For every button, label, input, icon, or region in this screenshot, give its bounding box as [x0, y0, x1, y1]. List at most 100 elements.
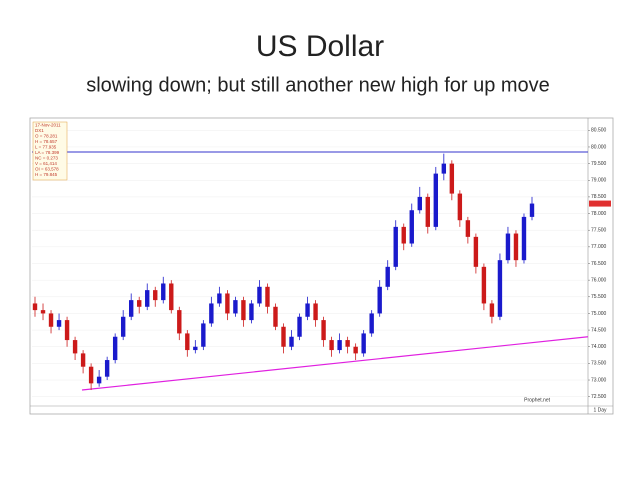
candle-body	[88, 366, 94, 384]
candle-body	[449, 163, 455, 194]
candle-body	[265, 286, 270, 307]
last-price-tag	[589, 200, 611, 207]
candle-body	[401, 226, 406, 244]
candle-body	[505, 233, 511, 261]
info-line: L = 77.935	[35, 145, 57, 150]
chart-frame	[29, 117, 614, 415]
y-tick-label: 77.500	[591, 228, 607, 234]
y-tick-label: 74.000	[591, 344, 607, 350]
candle-body	[273, 306, 278, 327]
info-line: OI = 63,578	[35, 167, 59, 172]
y-tick-label: 76.000	[591, 277, 607, 283]
candle-body	[281, 326, 286, 347]
candle-body	[529, 203, 535, 217]
chart-subtitle: slowing down; but still another new high…	[86, 74, 550, 96]
y-tick-label: 73.500	[591, 361, 607, 367]
watermark: Prophet.net	[524, 397, 550, 403]
candle-body	[128, 300, 134, 317]
candle-body	[361, 333, 366, 354]
y-tick-label: 75.500	[591, 294, 607, 300]
candle-body	[353, 346, 358, 354]
candle-body	[72, 340, 78, 354]
candle-body	[425, 196, 430, 227]
y-tick-label: 78.500	[591, 194, 607, 200]
y-tick-label: 73.000	[591, 377, 607, 383]
candle-body	[104, 360, 110, 377]
candle-body	[40, 310, 46, 314]
trend-line	[81, 336, 589, 391]
candle-body	[96, 376, 102, 384]
candle-body	[209, 303, 214, 324]
candle-body	[64, 320, 70, 341]
candle-body	[321, 320, 326, 341]
y-tick-label: 72.500	[591, 394, 607, 400]
candle-body	[345, 340, 350, 347]
candle-body	[217, 293, 222, 304]
candle-body	[137, 300, 142, 307]
info-line: H = 78.657	[35, 139, 58, 144]
candle-body	[145, 290, 150, 307]
candle-body	[441, 163, 447, 174]
candle-body	[241, 300, 246, 321]
candle-body	[185, 333, 190, 351]
candle-body	[120, 316, 126, 337]
candle-body	[297, 316, 302, 337]
candle-body	[112, 336, 118, 361]
candle-body	[169, 283, 174, 311]
candle-body	[385, 266, 390, 287]
candle-body	[80, 353, 86, 367]
candle-body	[433, 173, 439, 227]
info-box	[32, 121, 68, 181]
y-tick-label: 78.000	[591, 211, 607, 217]
candle-body	[497, 260, 503, 317]
candle-body	[225, 293, 230, 314]
candle-body	[457, 193, 463, 221]
candle-body	[32, 303, 38, 311]
candle-body	[233, 300, 238, 314]
y-tick-label: 80.500	[591, 128, 607, 134]
candle-body	[481, 266, 487, 304]
y-tick-label: 75.000	[591, 311, 607, 317]
candle-body	[409, 210, 414, 244]
candle-body	[161, 283, 166, 301]
candle-body	[249, 303, 254, 321]
y-tick-label: 76.500	[591, 261, 607, 267]
candle-body	[56, 320, 62, 327]
candle-body	[377, 286, 382, 314]
candle-body	[521, 216, 527, 261]
candle-body	[153, 290, 158, 301]
y-tick-label: 79.500	[591, 161, 607, 167]
candle-body	[305, 303, 310, 317]
info-line: NC = 0.273	[35, 156, 58, 161]
candle-body	[489, 303, 495, 317]
candle-body	[48, 313, 54, 327]
candle-body	[201, 323, 206, 347]
candle-body	[313, 303, 318, 321]
info-line: V = 61,414	[35, 161, 57, 166]
candle-body	[393, 226, 398, 267]
y-tick-label: 79.000	[591, 178, 607, 184]
candle-body	[177, 310, 182, 334]
info-line: O = 78.281	[35, 134, 58, 139]
y-tick-label: 74.500	[591, 327, 607, 333]
candle-body	[257, 286, 262, 304]
candle-body	[369, 313, 374, 334]
info-line: 17-Nov-2011	[35, 123, 61, 128]
info-line: H = 79.845	[35, 172, 58, 177]
period-label: 1 Day	[593, 407, 607, 413]
y-tick-label: 80.000	[591, 144, 607, 150]
candle-body	[289, 336, 294, 347]
chart-title: US Dollar	[256, 30, 384, 63]
candle-body	[193, 346, 198, 351]
candle-body	[513, 233, 519, 261]
candle-body	[329, 340, 334, 351]
candle-body	[473, 236, 479, 267]
info-line: DX1	[35, 128, 44, 133]
candle-body	[337, 340, 342, 351]
info-line: LA = 78.399	[35, 150, 60, 155]
y-tick-label: 77.000	[591, 244, 607, 250]
candle-body	[417, 196, 422, 211]
candle-body	[465, 220, 471, 237]
